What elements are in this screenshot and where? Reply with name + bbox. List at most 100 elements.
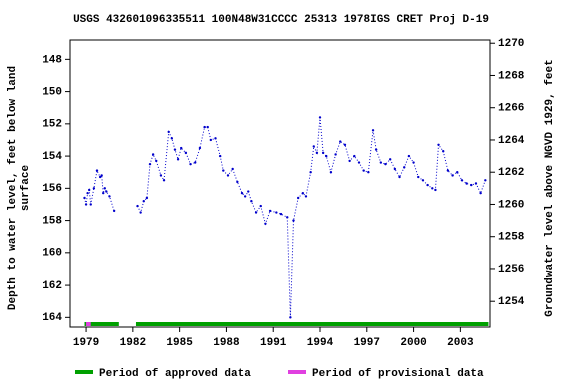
data-point: [259, 204, 262, 208]
data-point: [92, 187, 96, 190]
data-point: [437, 143, 440, 147]
data-point: [479, 191, 482, 195]
data-point: [89, 203, 92, 206]
data-point: [250, 200, 253, 203]
legend-label: Period of approved data: [99, 368, 251, 380]
data-point: [162, 179, 166, 182]
y-axis-label: Depth to water level, feet below land: [7, 66, 19, 310]
data-point: [240, 191, 244, 195]
data-point: [189, 162, 192, 166]
data-point: [412, 161, 415, 164]
data-point: [451, 174, 454, 177]
data-point: [421, 179, 425, 182]
data-point: [95, 169, 99, 172]
data-point: [139, 211, 142, 214]
x-tick-label: 1979: [73, 337, 99, 349]
y-tick-label: 160: [42, 248, 62, 260]
data-point: [470, 183, 473, 187]
data-point: [214, 137, 217, 140]
data-point: [393, 167, 397, 171]
data-point: [434, 188, 437, 192]
data-point: [325, 154, 328, 158]
data-point: [173, 148, 177, 151]
x-tick-label: 1991: [260, 337, 287, 349]
data-point: [203, 125, 206, 129]
plot-frame: [69, 39, 491, 328]
y2-tick-label: 1258: [498, 232, 525, 244]
data-point: [194, 161, 197, 164]
y-tick-label: 162: [42, 280, 62, 292]
data-point: [176, 158, 180, 161]
data-point: [247, 190, 250, 193]
data-point: [289, 316, 292, 319]
y2-tick-label: 1262: [498, 167, 524, 179]
data-point: [279, 212, 283, 216]
x-tick-label: 1997: [354, 337, 380, 349]
x-tick-label: 1985: [166, 337, 193, 349]
y-tick-label: 154: [42, 151, 62, 163]
y2-tick-label: 1266: [498, 103, 524, 115]
data-point: [222, 169, 225, 172]
data-point: [179, 146, 183, 150]
y-axis-label: surface: [20, 165, 32, 212]
data-point: [321, 151, 325, 155]
data-point: [343, 143, 347, 147]
data-point: [484, 179, 487, 182]
data-point: [329, 171, 333, 174]
x-tick-label: 1994: [307, 337, 334, 349]
y-tick-label: 164: [42, 312, 62, 324]
y2-tick-label: 1264: [498, 135, 525, 147]
data-point: [84, 203, 88, 206]
data-point: [353, 154, 356, 158]
data-point: [286, 216, 289, 219]
y-tick-label: 150: [42, 87, 62, 99]
y2-tick-label: 1268: [498, 70, 525, 82]
x-tick-label: 1982: [120, 337, 146, 349]
data-point: [374, 148, 378, 151]
data-point: [108, 195, 111, 198]
data-point: [268, 209, 272, 213]
data-point: [243, 195, 247, 198]
data-point: [367, 171, 370, 174]
data-point: [159, 174, 163, 177]
data-point: [309, 171, 312, 174]
data-point: [206, 125, 209, 129]
data-point: [403, 166, 406, 169]
data-line: [137, 117, 486, 318]
data-point: [87, 188, 91, 192]
data-point: [371, 129, 375, 132]
data-point: [465, 182, 468, 185]
data-point: [474, 182, 478, 185]
data-point: [86, 191, 89, 195]
data-point: [296, 196, 300, 200]
data-point: [431, 187, 434, 190]
data-point: [136, 204, 139, 208]
data-point: [301, 191, 305, 195]
data-point: [231, 167, 234, 171]
data-point: [218, 154, 222, 158]
data-point: [304, 195, 308, 198]
data-point: [103, 187, 106, 190]
data-point: [362, 169, 365, 172]
x-tick-label: 2003: [447, 337, 474, 349]
data-point: [417, 175, 420, 179]
data-point: [155, 159, 158, 163]
data-point: [83, 196, 86, 200]
y-tick-label: 156: [42, 183, 62, 195]
y2-tick-label: 1270: [498, 38, 524, 50]
data-point: [254, 211, 258, 214]
y2-tick-label: 1256: [498, 264, 524, 276]
data-point: [275, 211, 278, 214]
data-point: [198, 146, 202, 150]
data-point: [292, 219, 295, 222]
data-point: [384, 162, 387, 166]
period-bar: [135, 322, 489, 326]
data-point: [170, 137, 174, 140]
y-tick-label: 148: [42, 54, 62, 66]
x-tick-label: 1988: [213, 337, 240, 349]
data-point: [209, 138, 213, 142]
data-point: [460, 179, 464, 182]
y-tick-label: 152: [42, 119, 62, 131]
data-point: [348, 159, 351, 163]
